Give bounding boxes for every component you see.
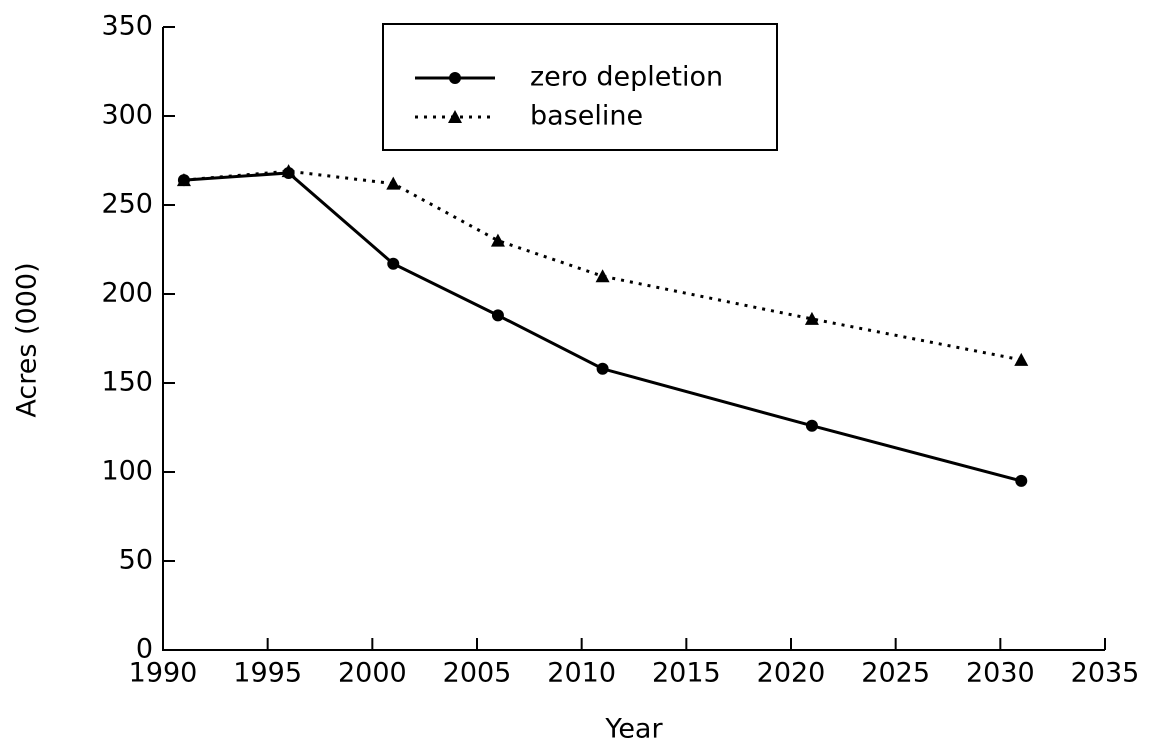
legend-marker [449,72,461,84]
data-point [804,311,819,325]
x-tick-label: 2030 [966,658,1035,689]
data-point [281,164,296,178]
legend-label: baseline [530,101,643,132]
data-point [176,173,191,187]
legend-marker [448,110,462,123]
x-tick-label: 2005 [443,658,512,689]
data-point [387,257,400,270]
x-tick-label: 2000 [338,658,407,689]
x-tick-label: 1990 [129,658,198,689]
data-point [595,269,610,283]
y-tick-label: 350 [101,11,153,42]
y-tick-label: 300 [101,100,153,131]
y-tick-label: 150 [101,367,153,398]
data-point [805,419,818,432]
data-point [596,362,609,375]
x-axis-label: Year [604,714,663,745]
y-axis-label: Acres (000) [12,262,43,417]
y-tick-label: 250 [101,189,153,220]
data-point [1014,352,1029,366]
y-tick-label: 0 [136,634,153,665]
series-line [183,171,1022,483]
legend-box [382,23,778,151]
x-tick-label: 2025 [861,658,930,689]
y-tick-label: 100 [101,456,153,487]
x-tick-label: 2010 [547,658,616,689]
x-tick-label: 2020 [757,658,826,689]
x-tick-label: 2035 [1071,658,1140,689]
legend-label: zero depletion [530,62,723,93]
y-tick-label: 50 [119,545,153,576]
series-line [183,169,1022,362]
x-tick-label: 2015 [652,658,721,689]
x-tick-label: 1995 [233,658,302,689]
y-tick-label: 200 [101,278,153,309]
data-point [490,233,505,247]
data-point [1015,474,1028,487]
data-point [386,176,401,190]
data-point [491,309,504,322]
